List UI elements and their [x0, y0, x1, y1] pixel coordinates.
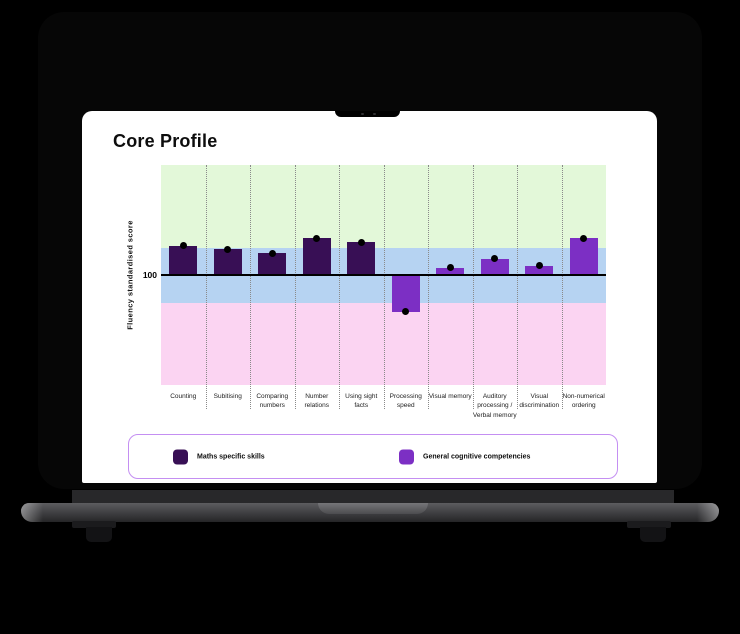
general-series-swatch-icon: [399, 449, 414, 464]
category-separator: [428, 165, 429, 409]
x-axis-label: Processing speed: [389, 393, 422, 410]
baseline-100: [161, 273, 606, 277]
bar-processing-speed[interactable]: [391, 275, 420, 312]
camera-notch: [335, 111, 400, 117]
legend-item-maths[interactable]: Maths specific skills: [173, 449, 265, 464]
bar-comparing-numbers[interactable]: [258, 253, 287, 275]
value-dot: [313, 234, 321, 242]
value-dot: [224, 245, 232, 253]
x-axis-label: Number relations: [304, 393, 330, 410]
bar-using-sight-facts[interactable]: [347, 242, 376, 275]
page-title: Core Profile: [113, 131, 218, 151]
legend-item-general[interactable]: General cognitive competencies: [399, 449, 530, 464]
x-axis-label: Using sight facts: [345, 393, 378, 410]
x-axis-label: Subitising: [213, 393, 242, 400]
value-dot: [357, 238, 365, 246]
maths-series-swatch-icon: [173, 449, 188, 464]
category-separator: [205, 165, 207, 409]
y-axis-label: Fluency standardised score: [125, 220, 135, 330]
laptop-foot-left-stem: [86, 527, 112, 542]
laptop-foot-right-stem: [640, 527, 666, 542]
x-axis-label: Visual discrimination: [519, 393, 560, 410]
x-axis-label: Comparing numbers: [256, 393, 289, 410]
bar-visual-memory[interactable]: [436, 267, 465, 275]
category-separator: [250, 165, 251, 409]
laptop-screen: Core Profile Fluency standardised score …: [82, 111, 657, 483]
x-axis-label: Non-numerical ordering: [562, 393, 605, 410]
value-dot: [268, 249, 276, 257]
base-right-highlight: [697, 503, 719, 522]
value-dot: [402, 308, 410, 316]
value-dot: [580, 234, 588, 242]
bar-subitising[interactable]: [213, 249, 242, 275]
legend-label-general: General cognitive competencies: [423, 453, 531, 460]
category-separator: [339, 165, 340, 409]
base-left-highlight: [21, 503, 43, 522]
plot-area: [161, 165, 606, 409]
lid-open-scoop: [318, 503, 428, 514]
laptop-hinge: [72, 490, 674, 503]
category-separator: [383, 165, 385, 409]
core-profile-chart: Fluency standardised score 100: [126, 165, 606, 409]
bar-counting[interactable]: [169, 245, 198, 275]
laptop-base: [21, 503, 719, 522]
x-axis-label: Counting: [170, 393, 197, 400]
x-axis-label: Visual memory: [428, 393, 472, 400]
value-dot: [179, 242, 187, 250]
category-separator: [561, 165, 563, 409]
bar-non-numerical-ordering[interactable]: [569, 238, 598, 275]
category-separator: [472, 165, 474, 409]
category-separator: [294, 165, 296, 409]
value-dot: [491, 255, 499, 262]
x-axis-labels: Counting Subitising Comparing numbers Numbe…: [161, 392, 606, 420]
chart-legend: Maths specific skills General cognitive …: [128, 434, 618, 479]
laptop-foot-right: [627, 521, 671, 528]
y-axis-tick-100: 100: [142, 270, 157, 280]
bar-auditory-processing-verbal-memory[interactable]: [480, 258, 509, 275]
laptop-foot-left: [72, 521, 116, 528]
camera-dot-icon: [373, 113, 376, 115]
bar-visual-discrimination[interactable]: [525, 265, 554, 275]
legend-label-maths: Maths specific skills: [197, 453, 265, 460]
value-dot: [446, 264, 454, 272]
bar-number-relations[interactable]: [302, 238, 331, 275]
value-dot: [535, 262, 543, 270]
camera-icon: [361, 113, 364, 115]
category-separator: [517, 165, 518, 409]
x-axis-label: Auditory processing / Verbal memory: [472, 393, 517, 419]
